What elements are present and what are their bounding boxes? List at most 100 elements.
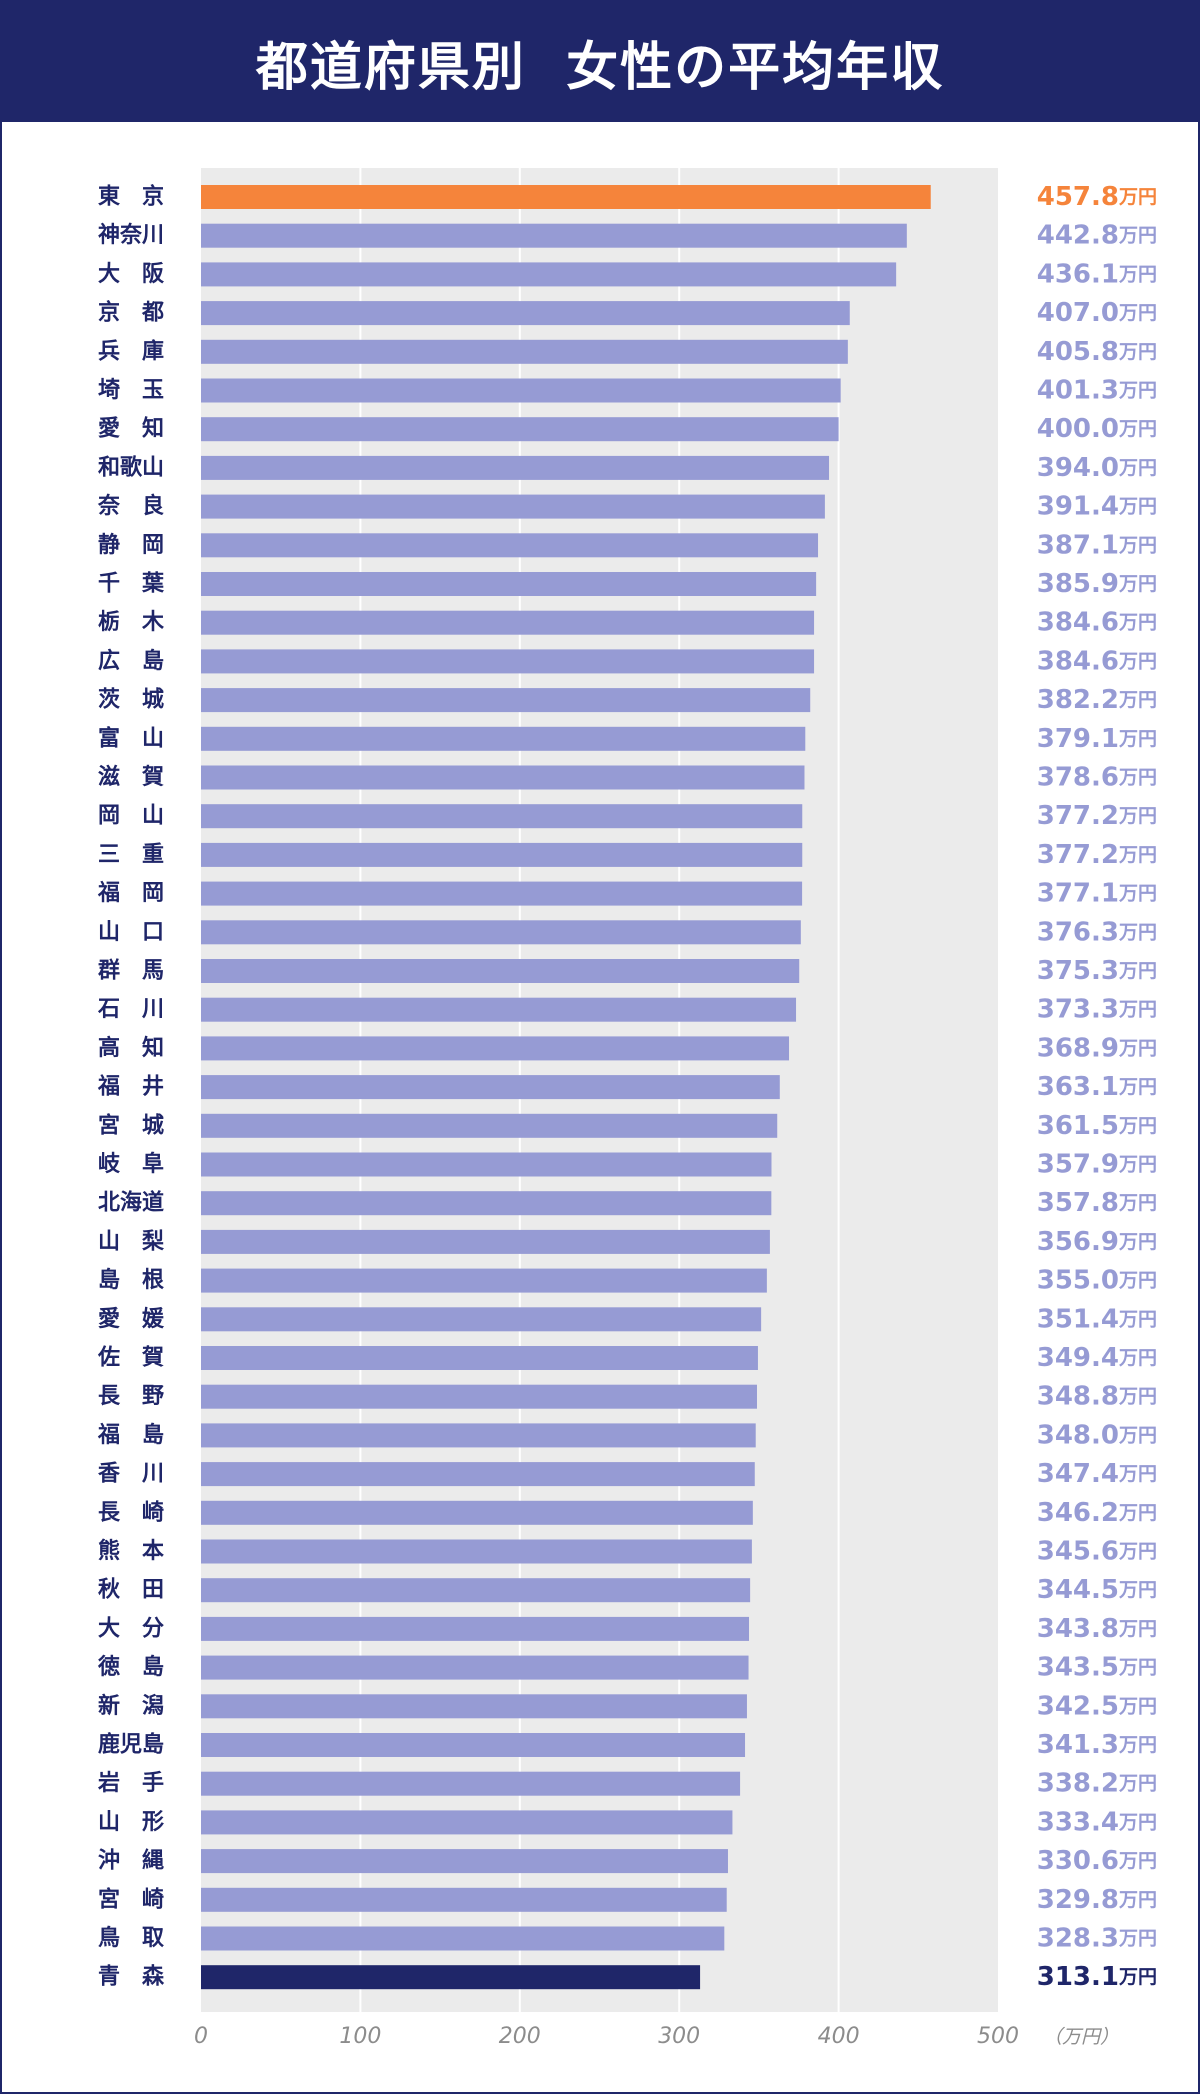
value-unit: 万円	[1118, 380, 1157, 402]
value-label: 377.1万円	[1037, 879, 1157, 909]
bar	[201, 494, 825, 519]
bar	[201, 572, 817, 596]
value-number: 361.5	[1037, 1111, 1119, 1141]
value-number: 343.5	[1037, 1653, 1119, 1683]
bar	[201, 1694, 747, 1719]
category-label: 長 崎	[98, 1500, 164, 1525]
value-number: 338.2	[1037, 1769, 1119, 1799]
value-label: 346.2万円	[1037, 1498, 1157, 1528]
value-unit: 万円	[1118, 1231, 1157, 1253]
value-unit: 万円	[1118, 263, 1157, 285]
bar	[201, 920, 801, 945]
value-number: 377.2	[1037, 840, 1119, 870]
category-label: 愛 知	[98, 416, 164, 442]
value-number: 344.5	[1037, 1575, 1119, 1605]
value-number: 368.9	[1037, 1033, 1119, 1063]
value-unit: 万円	[1118, 1115, 1157, 1137]
bar	[201, 1500, 753, 1525]
value-unit: 万円	[1118, 767, 1157, 789]
value-label: 357.8万円	[1037, 1188, 1157, 1218]
value-number: 375.3	[1037, 956, 1119, 986]
category-label: 佐 賀	[97, 1345, 164, 1371]
bar	[201, 1965, 701, 1990]
value-number: 407.0	[1037, 298, 1119, 328]
value-unit: 万円	[1118, 728, 1157, 750]
value-label: 333.4万円	[1037, 1807, 1157, 1837]
bar	[201, 804, 803, 829]
x-tick-label: 100	[339, 2024, 381, 2049]
x-tick-label: 400	[818, 2024, 860, 2049]
value-label: 356.9万円	[1037, 1227, 1157, 1257]
bar	[201, 455, 830, 480]
value-unit: 万円	[1118, 805, 1157, 827]
value-number: 342.5	[1037, 1691, 1119, 1721]
x-tick-label: 500	[977, 2024, 1019, 2049]
value-number: 378.6	[1037, 763, 1119, 793]
value-label: 377.2万円	[1037, 801, 1157, 831]
value-unit: 万円	[1118, 1928, 1157, 1950]
category-label: 宮 城	[98, 1112, 164, 1138]
value-label: 347.4万円	[1037, 1459, 1157, 1489]
category-label: 大 分	[98, 1616, 164, 1641]
value-number: 357.9	[1037, 1150, 1119, 1180]
category-label: 山 形	[98, 1810, 164, 1835]
bar	[201, 301, 850, 326]
value-number: 356.9	[1037, 1227, 1119, 1257]
value-unit: 万円	[1118, 1889, 1157, 1911]
category-label: 熊 本	[98, 1538, 164, 1564]
category-label: 広 島	[98, 648, 164, 674]
value-label: 329.8万円	[1037, 1885, 1157, 1915]
value-unit: 万円	[1118, 1192, 1157, 1214]
bar	[201, 1655, 749, 1680]
category-label: 滋 賀	[98, 764, 164, 790]
category-label: 高 知	[98, 1035, 164, 1061]
value-label: 349.4万円	[1037, 1343, 1157, 1373]
value-unit: 万円	[1118, 999, 1157, 1021]
value-label: 363.1万円	[1037, 1072, 1157, 1102]
value-number: 373.3	[1037, 995, 1119, 1025]
value-number: 384.6	[1037, 608, 1119, 638]
category-label: 鹿児島	[98, 1732, 164, 1758]
value-label: 405.8万円	[1037, 337, 1157, 367]
value-number: 355.0	[1037, 1266, 1119, 1296]
value-number: 333.4	[1037, 1807, 1119, 1837]
category-label: 島 根	[98, 1267, 164, 1293]
category-label: 埼 玉	[98, 378, 164, 403]
value-unit: 万円	[1118, 496, 1157, 518]
bar	[201, 1036, 790, 1061]
value-number: 401.3	[1037, 376, 1119, 406]
category-label: 新 潟	[98, 1693, 164, 1719]
value-number: 387.1	[1037, 530, 1119, 560]
value-unit: 万円	[1118, 689, 1157, 711]
bar	[201, 1307, 762, 1332]
value-number: 442.8	[1037, 221, 1119, 251]
category-label: 北海道	[98, 1190, 164, 1216]
bar	[201, 262, 897, 287]
value-unit: 万円	[1118, 1734, 1157, 1756]
value-number: 385.9	[1037, 569, 1119, 599]
value-unit: 万円	[1118, 1618, 1157, 1640]
bar	[201, 223, 907, 248]
bar	[201, 1887, 727, 1912]
value-number: 405.8	[1037, 337, 1119, 367]
category-label: 岩 手	[97, 1771, 164, 1796]
value-label: 387.1万円	[1037, 530, 1157, 560]
bar	[201, 1268, 767, 1293]
value-number: 343.8	[1037, 1614, 1119, 1644]
category-label: 栃 木	[98, 610, 165, 635]
value-label: 385.9万円	[1037, 569, 1157, 599]
value-unit: 万円	[1118, 1424, 1157, 1446]
value-label: 313.1万円	[1037, 1962, 1157, 1992]
value-unit: 万円	[1118, 1154, 1157, 1176]
value-number: 384.6	[1037, 646, 1119, 676]
category-label: 茨 城	[98, 687, 164, 713]
category-label: 京 都	[98, 300, 164, 326]
value-unit: 万円	[1118, 534, 1157, 556]
value-label: 400.0万円	[1037, 414, 1157, 444]
value-label: 344.5万円	[1037, 1575, 1157, 1605]
category-label: 沖 縄	[98, 1849, 164, 1874]
bar	[201, 1771, 741, 1796]
bar	[201, 1346, 758, 1370]
bar	[201, 1810, 733, 1835]
bar	[201, 533, 819, 558]
